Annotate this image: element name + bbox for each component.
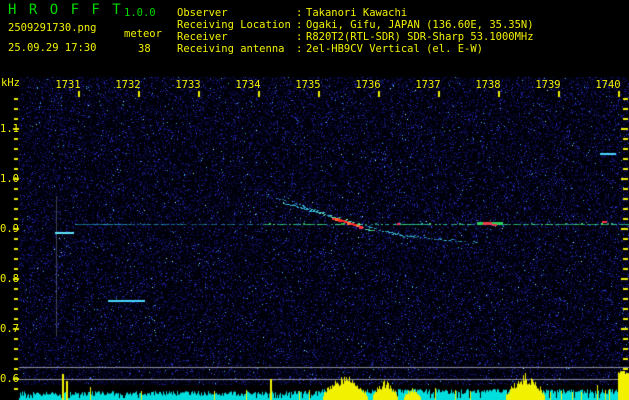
time-tick-label: 1736 <box>355 79 381 91</box>
freq-axis-unit: kHz <box>1 77 20 89</box>
info-val: R820T2(RTL-SDR) SDR-Sharp 53.1000MHz <box>306 31 534 43</box>
time-tick-label: 1731 <box>55 79 81 91</box>
freq-tick-label: 0.7 <box>0 323 19 335</box>
info-row: Receiving Location: Ogaki, Gifu, JAPAN (1… <box>177 19 534 31</box>
time-tick-label: 1732 <box>115 79 141 91</box>
time-tick-label: 1739 <box>535 79 561 91</box>
info-colon: : <box>296 43 303 55</box>
time-tick-label: 1740 <box>595 79 621 91</box>
observation-mode: meteor <box>124 28 162 40</box>
freq-tick-label: 1.1 <box>0 123 19 135</box>
frame-datetime: 25.09.29 17:30 <box>8 42 97 54</box>
info-colon: : <box>296 31 303 43</box>
time-tick-label: 1735 <box>295 79 321 91</box>
info-val: Takanori Kawachi <box>306 7 408 19</box>
app-version: 1.0.0 <box>124 7 156 19</box>
app-title: H R O F F T <box>8 2 123 18</box>
output-filename: 2509291730.png <box>8 22 97 34</box>
info-lbl: Receiver <box>177 31 228 43</box>
info-lbl: Receiving antenna <box>177 43 285 55</box>
observation-info: Observer: Takanori Kawachi Receiving Locat… <box>177 7 534 55</box>
time-tick-label: 1734 <box>235 79 261 91</box>
info-row: Receiving antenna:2el-HB9CV Vertical (el… <box>177 43 534 55</box>
freq-tick-label: 0.9 <box>0 223 19 235</box>
time-tick-label: 1737 <box>415 79 441 91</box>
freq-tick-label: 1.0 <box>0 173 19 185</box>
info-val: 2el-HB9CV Vertical (el. E-W) <box>306 43 484 55</box>
info-lbl: Observer <box>177 7 228 19</box>
info-lbl: Receiving Location <box>177 19 291 31</box>
info-colon: : <box>296 7 303 19</box>
info-colon: : <box>296 19 303 31</box>
time-tick-label: 1738 <box>475 79 501 91</box>
freq-tick-label: 0.6 <box>0 373 19 385</box>
time-tick-label: 1733 <box>175 79 201 91</box>
meteor-count: 38 <box>138 43 151 55</box>
info-row: Receiver: R820T2(RTL-SDR) SDR-Sharp 53.10… <box>177 31 534 43</box>
info-row: Observer: Takanori Kawachi <box>177 7 534 19</box>
freq-tick-label: 0.8 <box>0 273 19 285</box>
info-val: Ogaki, Gifu, JAPAN (136.60E, 35.35N) <box>306 19 534 31</box>
